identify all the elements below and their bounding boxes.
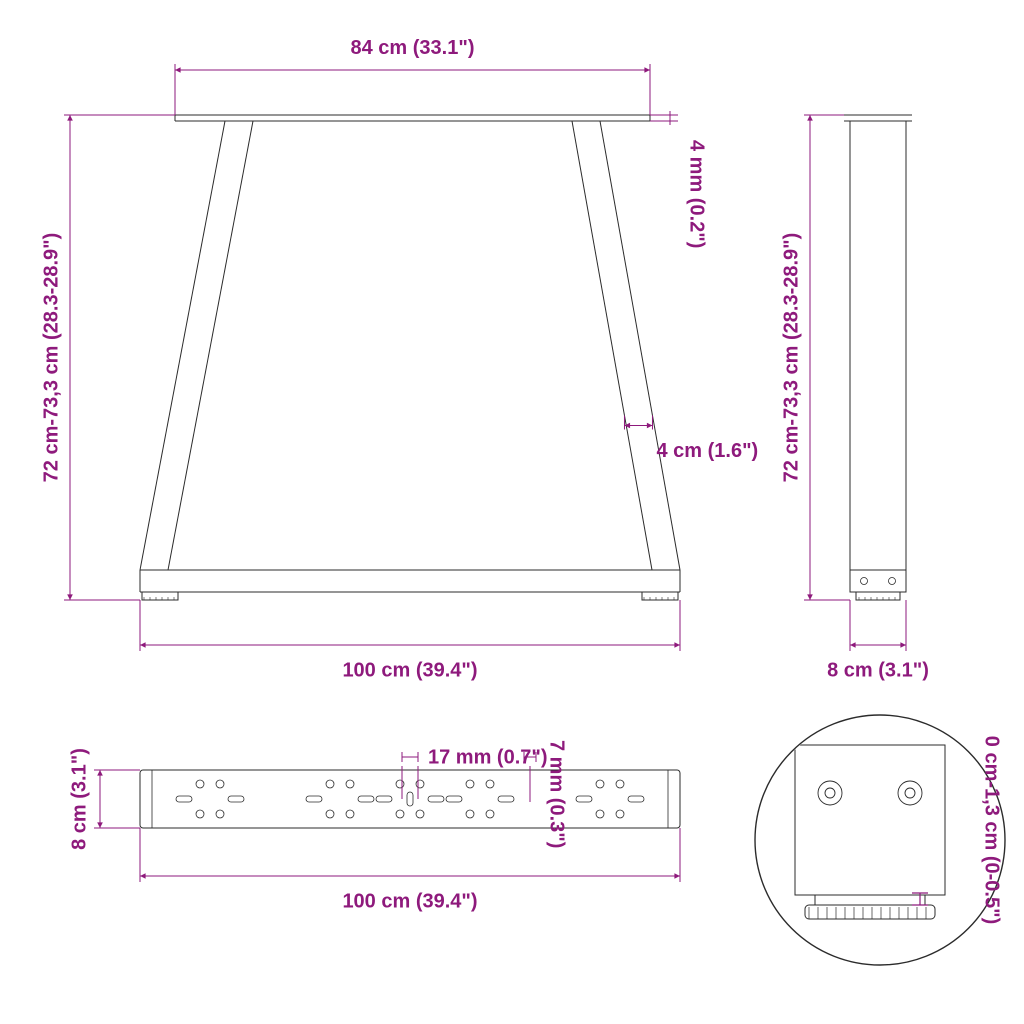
svg-text:100 cm (39.4"): 100 cm (39.4") [342, 659, 477, 681]
svg-text:84 cm (33.1"): 84 cm (33.1") [351, 37, 475, 59]
svg-text:0 cm-1,3 cm (0-0.5"): 0 cm-1,3 cm (0-0.5") [981, 736, 1003, 924]
svg-text:72 cm-73,3 cm (28.3-28.9"): 72 cm-73,3 cm (28.3-28.9") [40, 233, 62, 483]
svg-text:7 mm (0.3"): 7 mm (0.3") [546, 740, 568, 848]
top-view [140, 770, 680, 828]
svg-text:100 cm (39.4"): 100 cm (39.4") [342, 890, 477, 912]
front-view [140, 115, 680, 600]
svg-text:4 mm (0.2"): 4 mm (0.2") [686, 140, 708, 248]
svg-text:8 cm (3.1"): 8 cm (3.1") [827, 659, 929, 681]
svg-text:8 cm (3.1"): 8 cm (3.1") [68, 748, 90, 850]
foot-detail [755, 715, 1005, 965]
side-view [844, 115, 912, 600]
svg-text:4 cm (1.6"): 4 cm (1.6") [656, 440, 758, 462]
svg-text:72 cm-73,3 cm (28.3-28.9"): 72 cm-73,3 cm (28.3-28.9") [780, 233, 802, 483]
